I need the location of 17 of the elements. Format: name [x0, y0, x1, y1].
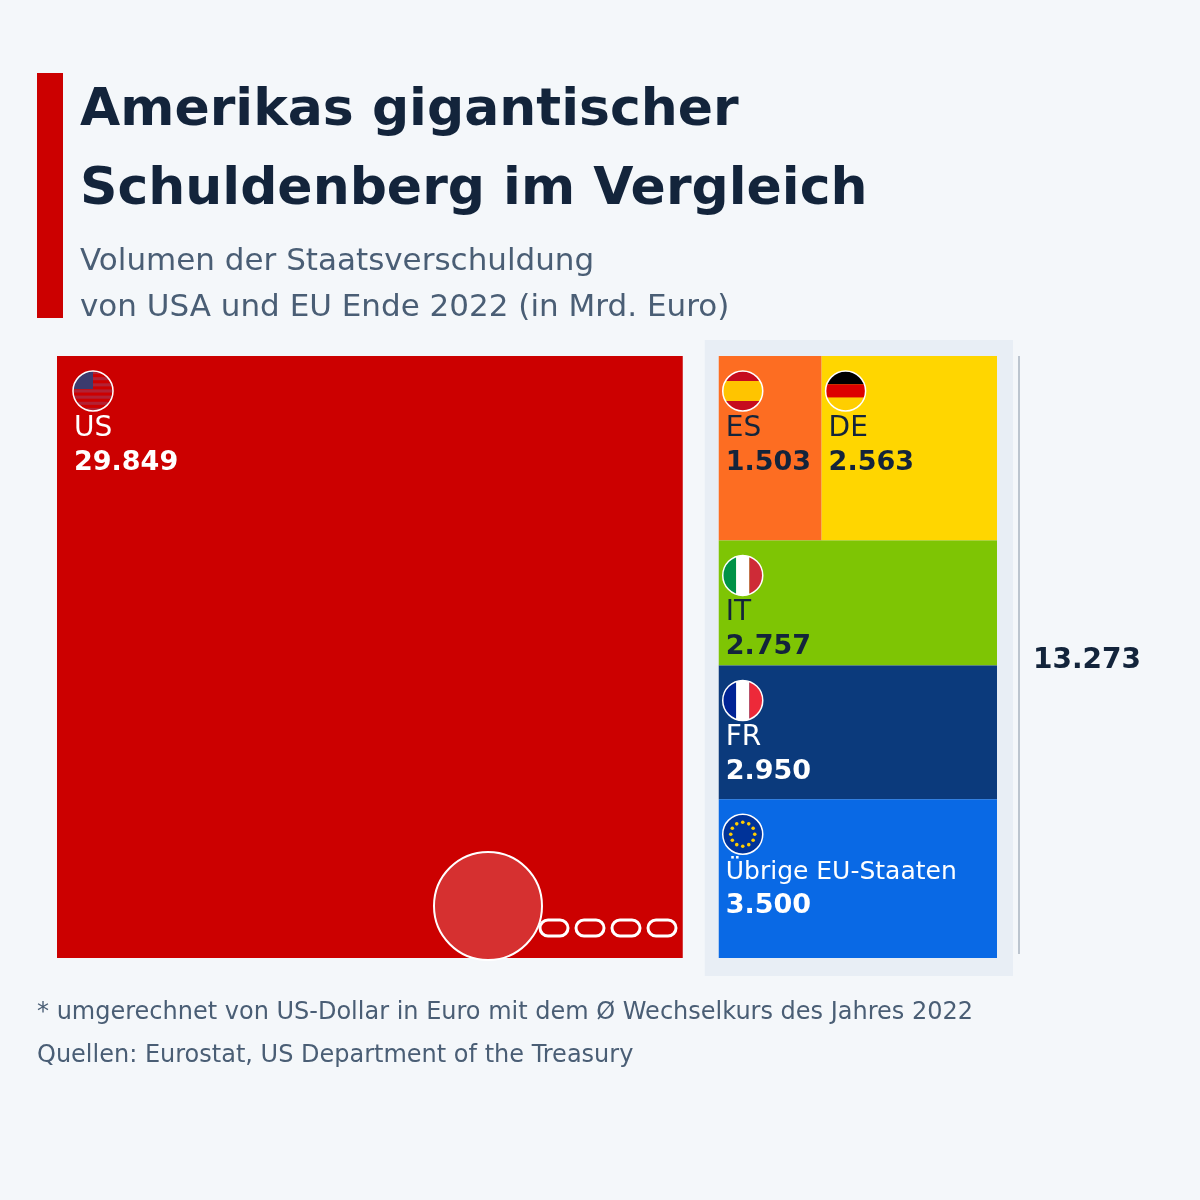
text: Volumen der Staatsverschuldung von USA und EU Ende 2022 (in Mrd. Euro): [80, 241, 730, 323]
data-label: 2.757: [725, 629, 812, 661]
text: * umgerechnet von US-Dollar in Euro mit dem Ø Wechselkurs des Jahres 2022: [37, 997, 974, 1025]
data-label: 2.950: [725, 754, 812, 786]
category-label: Übrige EU-Staaten: [725, 856, 957, 886]
data-label: 3.500: [725, 888, 812, 920]
category-label: ES: [725, 410, 762, 443]
source-note: Quellen: Eurostat, US Department of the Treasury: [37, 1040, 634, 1068]
text: 13.273: [1033, 642, 1142, 675]
category-label: IT: [725, 594, 753, 628]
text: Amerikas gigantischer Schuldenberg im Vergleich: [80, 77, 868, 216]
category-label: FR: [725, 719, 762, 753]
category-label: US: [74, 410, 113, 443]
data-label: 1.503: [725, 445, 812, 476]
category-label: DE: [828, 410, 868, 443]
data-label: 2.563: [828, 445, 915, 476]
data-label: 29.849: [74, 445, 179, 476]
